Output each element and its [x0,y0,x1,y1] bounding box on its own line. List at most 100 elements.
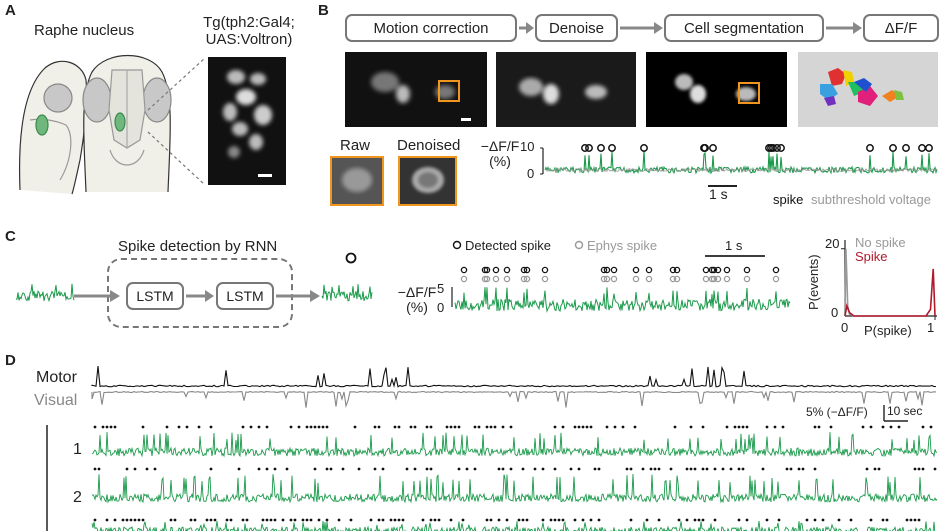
cell-trace-3 [91,520,936,531]
c-detected-marker [610,266,618,274]
spike-dot-row3 [837,518,841,522]
spike-dot-row1 [477,425,481,429]
raw-crop [330,156,384,206]
spike-dot-row3 [881,518,885,522]
spike-dot-row1 [425,425,429,429]
spike-dot-row2 [669,467,673,471]
spike-dot-row2 [713,467,717,471]
spike-dot-row2 [877,467,881,471]
panel-letter-a: A [5,2,16,19]
spike-dot-row2 [501,467,505,471]
spike-dot-row1 [165,425,169,429]
hist-series-1 [844,268,936,317]
spike-dot-row1 [701,425,705,429]
c-ephys-marker [702,275,710,283]
spike-dot-row3 [337,518,341,522]
hist-ytick-bottom: 0 [831,305,839,320]
spike-dot-row2 [685,467,689,471]
spike-dot-row2 [761,467,765,471]
spike-dot-row3 [93,518,97,522]
denoised-label: Denoised [397,137,461,154]
spike-dot-row2 [465,467,469,471]
spike-dot-row1 [605,425,609,429]
c-ephys-marker [673,275,681,283]
b-ytick-top: 10 [520,139,535,154]
b-dff-trace [544,150,938,175]
spike-dot-row1 [429,425,433,429]
c-ephys-marker [772,275,780,283]
spike-dot-row1 [501,425,505,429]
spike-dot-row1 [585,425,589,429]
c-detected-marker [460,266,468,274]
spike-dot-row3 [429,518,433,522]
spike-dot-row3 [121,518,125,522]
roi-map [798,52,938,127]
spike-dot-row3 [885,518,889,522]
spike-dot-row1 [353,425,357,429]
c-detected-marker [723,266,731,274]
spike-dot-row1 [489,425,493,429]
c-detected-marker [702,266,710,274]
denoised-image [496,52,636,127]
raphe-title: Raphe nucleus [34,22,135,39]
spike-dot-row1 [141,425,145,429]
c-ephys-marker [632,275,640,283]
spike-dot-row1 [313,425,317,429]
spike-dot-row3 [629,518,633,522]
hist-ylabel: P(events) [806,254,821,310]
hist-legend-spike: Spike [855,249,888,264]
spike-dot-row1 [621,425,625,429]
spike-dot-row3 [917,518,921,522]
c-output-trace [321,284,373,302]
spike-dot-row1 [869,425,873,429]
spike-dot-row2 [541,467,545,471]
spike-dot-row1 [613,425,617,429]
c-detected-marker [503,266,511,274]
scale-bar-a [258,174,272,177]
cell-trace-1 [91,432,938,458]
spike-dot-row3 [377,518,381,522]
spike-dot-row2 [569,467,573,471]
visual-label: Visual [34,392,78,409]
spike-dot-row3 [497,518,501,522]
b-subthreshold-trace [544,167,938,173]
fish-dorsal-view [82,54,172,193]
spike-dot-row1 [689,425,693,429]
rnn-title: Spike detection by RNN [118,238,278,255]
spike-dot-row1 [413,425,417,429]
spike-dot-row3 [317,518,321,522]
c-detected-marker [669,266,677,274]
spike-dot-row3 [561,518,565,522]
spike-dot-row2 [801,467,805,471]
spike-dot-row3 [505,518,509,522]
hist-xtick-1: 1 [927,320,935,335]
spike-dot-row2 [813,467,817,471]
detected-spike-marker [345,252,357,264]
spike-dot-row3 [909,518,913,522]
spike-dot-row1 [581,425,585,429]
spike-dot-row1 [813,425,817,429]
spike-dot-row3 [389,518,393,522]
spike-dot-row3 [289,518,293,522]
spike-dot-row3 [129,518,133,522]
c-ephys-marker [460,275,468,283]
spike-dot-row1 [473,425,477,429]
c-ylabel-line1: −ΔF/F [397,284,437,300]
spike-dot-row2 [705,467,709,471]
spike-dot-row2 [257,467,261,471]
c-detected-marker [603,266,611,274]
spike-dot-row1 [257,425,261,429]
spike-dot-row3 [301,518,305,522]
spike-dot-row2 [405,467,409,471]
spike-dot-row3 [745,518,749,522]
b-spike-marker [769,144,777,152]
spike-dot-row1 [553,425,557,429]
panel-letter-c: C [5,228,16,245]
spike-dot-row2 [373,467,377,471]
spike-dot-row2 [701,467,705,471]
spike-dot-row1 [289,425,293,429]
c-ephys-marker [483,275,491,283]
spike-dot-row2 [797,467,801,471]
b-spike-marker [700,144,708,152]
legend-spike: spike [773,192,804,207]
